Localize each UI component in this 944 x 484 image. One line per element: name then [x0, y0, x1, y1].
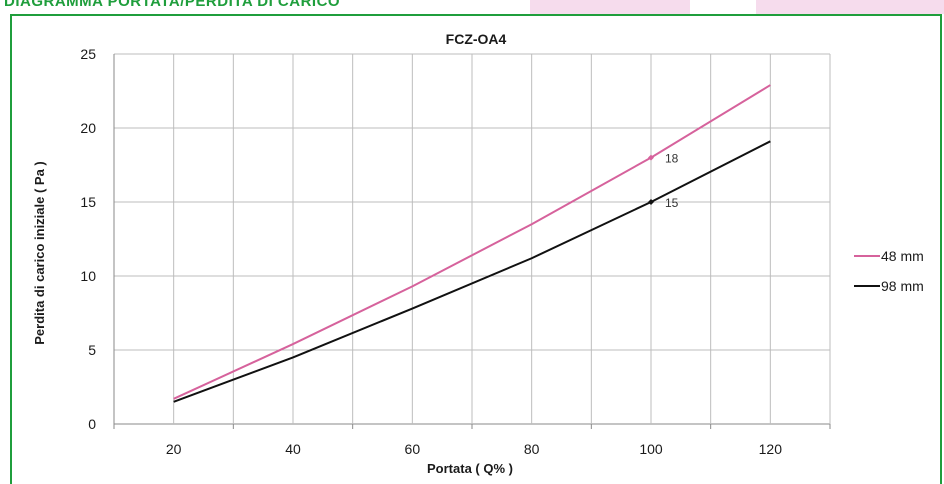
- chart-grid: [113, 53, 831, 425]
- chart-legend: 48 mm 98 mm: [854, 248, 924, 294]
- header-tab-right: [756, 0, 944, 14]
- x-tick-label: 120: [759, 441, 783, 457]
- chart-frame: [10, 14, 942, 484]
- x-axis-label: Portata ( Q% ): [427, 461, 513, 476]
- x-tick-label: 100: [639, 441, 663, 457]
- series-line-0: [173, 84, 771, 400]
- section-heading: DIAGRAMMA PORTATA/PERDITA DI CARICO: [4, 0, 341, 10]
- legend-label: 98 mm: [881, 278, 924, 294]
- series-point: [531, 224, 532, 225]
- series-point: [412, 308, 413, 309]
- header-tab-left: [530, 0, 690, 14]
- y-tick-label: 25: [80, 46, 96, 62]
- x-tick-label: 20: [166, 441, 182, 457]
- annotation-label: 15: [665, 196, 679, 210]
- series-point: [770, 85, 771, 86]
- chart-tick-labels: 0 5 10 15 20 25 20 40 60 80 100 120: [80, 46, 782, 457]
- y-tick-label: 20: [80, 120, 96, 136]
- x-tick-label: 60: [405, 441, 421, 457]
- series-point: [531, 258, 532, 259]
- x-tick-label: 40: [285, 441, 301, 457]
- legend-label: 48 mm: [881, 248, 924, 264]
- y-tick-label: 10: [80, 268, 96, 284]
- y-tick-label: 5: [88, 342, 96, 358]
- series-point: [173, 398, 174, 399]
- y-tick-label: 15: [80, 194, 96, 210]
- y-tick-label: 0: [88, 416, 96, 432]
- series-point: [412, 286, 413, 287]
- series-point: [770, 141, 771, 142]
- chart-axes: [113, 424, 831, 429]
- y-axis-label: Perdita di carico iniziale ( Pa ): [32, 161, 47, 345]
- chart-title: FCZ-OA4: [446, 31, 507, 47]
- series-line-1: [173, 140, 771, 403]
- series-point: [293, 344, 294, 345]
- annotation-marker: [648, 199, 654, 205]
- series-point: [173, 401, 174, 402]
- annotation-marker: [648, 154, 654, 161]
- chart-series: [173, 84, 771, 403]
- annotation-label: 18: [665, 152, 679, 166]
- series-point: [293, 357, 294, 358]
- x-tick-label: 80: [524, 441, 540, 457]
- top-strip: DIAGRAMMA PORTATA/PERDITA DI CARICO: [0, 0, 944, 16]
